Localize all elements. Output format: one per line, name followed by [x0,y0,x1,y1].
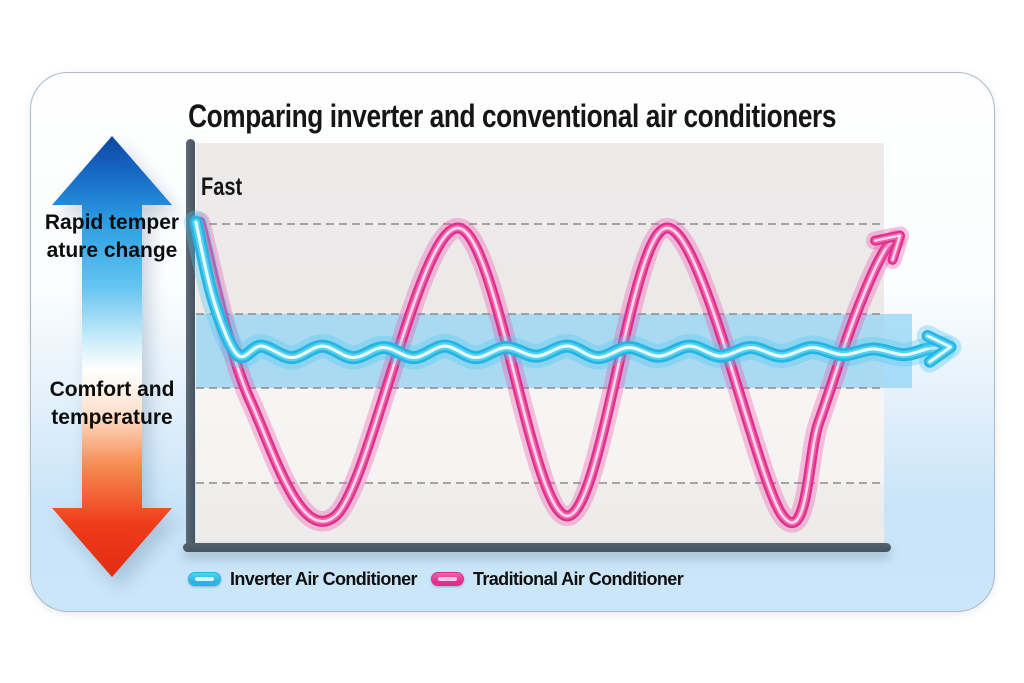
label-rapid-temperature-change: Rapid temper ature change [44,211,180,263]
page-title: Comparing inverter and conventional air … [0,98,1024,135]
inverter-swatch-icon [188,572,221,586]
y-axis [186,139,195,552]
legend-label: Inverter Air Conditioner [230,568,418,589]
x-axis [183,543,891,552]
title-text: Comparing inverter and conventional air … [188,98,836,134]
legend-label: Traditional Air Conditioner [472,568,684,589]
legend: Inverter Air Conditioner Traditional Air… [188,566,684,592]
temperature-gradient-arrow-icon [52,136,172,577]
traditional-swatch-icon [430,572,464,586]
fast-axis-label: Fast [201,173,243,201]
legend-item-inverter: Inverter Air Conditioner [188,568,418,590]
double-arrow-shape [52,136,172,577]
legend-item-traditional: Traditional Air Conditioner [430,568,684,590]
swatch-gloss [437,577,457,581]
label-comfort-and-temperature: Comfort and temperature [49,378,175,430]
swatch-gloss [195,577,214,581]
plot-area [196,143,884,543]
